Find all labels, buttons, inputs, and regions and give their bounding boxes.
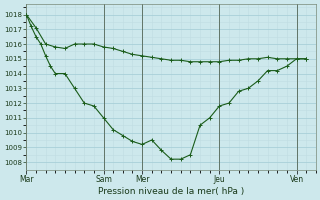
X-axis label: Pression niveau de la mer( hPa ): Pression niveau de la mer( hPa ) <box>98 187 244 196</box>
